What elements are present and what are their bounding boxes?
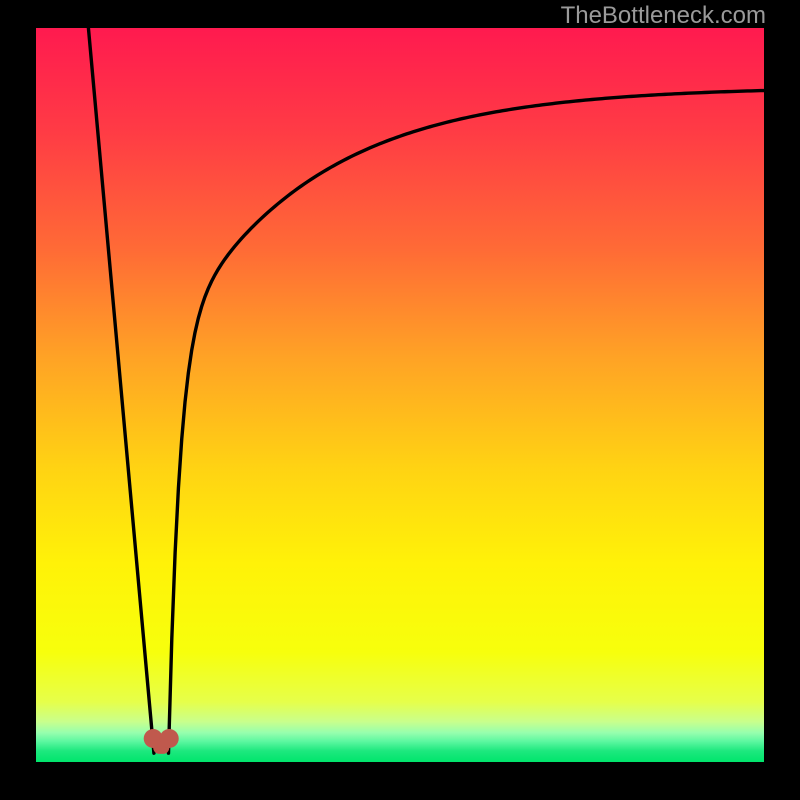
- frame-border-bottom: [0, 762, 800, 800]
- marker-dot-1: [160, 729, 179, 748]
- frame-border-right: [764, 0, 800, 800]
- bottleneck-chart: [0, 0, 800, 800]
- frame-border-left: [0, 0, 36, 800]
- watermark-text: TheBottleneck.com: [561, 2, 766, 30]
